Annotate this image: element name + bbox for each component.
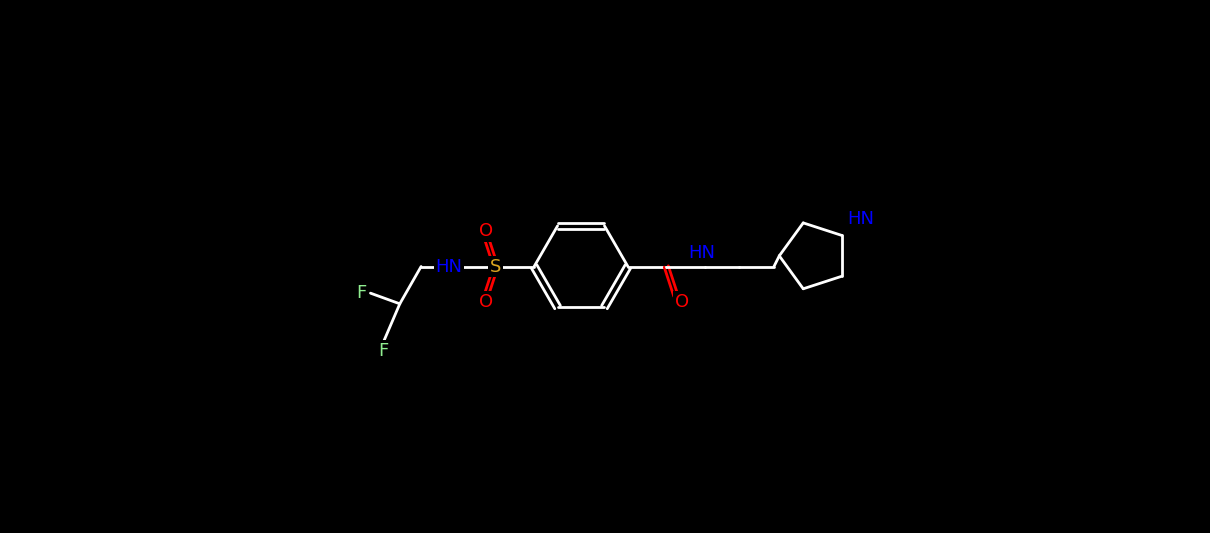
Text: O: O: [479, 222, 494, 240]
Text: O: O: [675, 293, 690, 311]
Text: HN: HN: [847, 211, 875, 229]
Text: S: S: [490, 257, 501, 276]
Text: HN: HN: [436, 257, 462, 276]
Text: O: O: [479, 293, 494, 311]
Text: F: F: [356, 284, 365, 302]
Text: F: F: [379, 342, 388, 360]
Text: HN: HN: [688, 244, 715, 262]
